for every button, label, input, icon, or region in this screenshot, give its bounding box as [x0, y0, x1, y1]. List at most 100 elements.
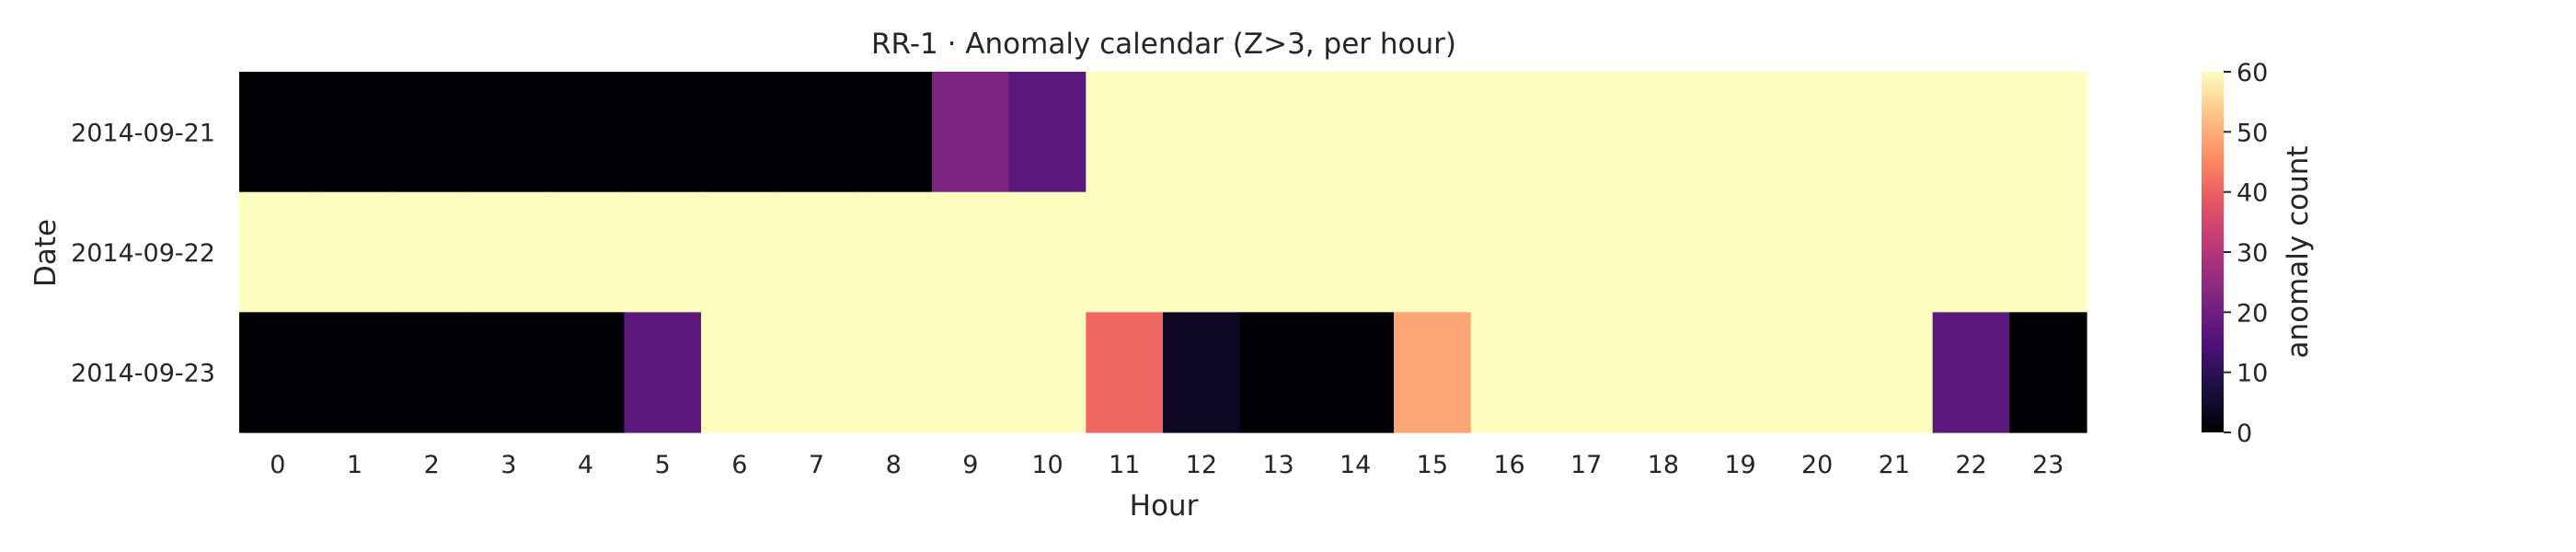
x-tick-label: 1: [347, 451, 362, 479]
heatmap-cell: [855, 72, 933, 193]
heatmap-cell: [316, 72, 394, 193]
y-axis-label: Date: [29, 219, 63, 287]
x-axis-label: Hour: [1130, 489, 1199, 523]
heatmap-cell: [1625, 191, 1703, 313]
heatmap-cell: [1856, 191, 1934, 313]
heatmap-cell: [932, 72, 1010, 193]
x-tick-label: 23: [2032, 451, 2064, 479]
x-tick-labels: 0 1 2 3 4 5 6 7 8 9 10 11 12 13 14 15 16 17 18 19 20 21 22 23: [270, 451, 2064, 479]
colorbar-tick-label: 60: [2237, 59, 2268, 87]
colorbar-tick-label: 50: [2237, 119, 2268, 147]
x-tick-label: 7: [809, 451, 824, 479]
heatmap-cell: [1317, 72, 1395, 193]
heatmap-cell: [546, 72, 625, 193]
x-tick-label: 19: [1724, 451, 1755, 479]
heatmap-cell: [470, 72, 548, 193]
heatmap-cell: [624, 191, 702, 313]
heatmap-cell: [1625, 72, 1703, 193]
heatmap-cell: [932, 191, 1010, 313]
x-tick-label: 16: [1493, 451, 1524, 479]
heatmap-cell: [1008, 72, 1087, 193]
heatmap-cell: [1317, 312, 1395, 433]
colorbar-tick-label: 20: [2237, 299, 2268, 328]
heatmap-cell: [1239, 312, 1317, 433]
heatmap-cell: [855, 191, 933, 313]
heatmap-cell: [316, 312, 394, 433]
colorbar-label: anomaly count: [2282, 145, 2315, 358]
heatmap-cell: [393, 191, 471, 313]
x-tick-label: 9: [962, 451, 978, 479]
heatmap-cell: [1701, 312, 1779, 433]
heatmap-cell: [1778, 72, 1857, 193]
heatmap-cell: [239, 72, 317, 193]
x-tick-label: 3: [500, 451, 516, 479]
heatmap-cell: [701, 72, 779, 193]
heatmap-cell: [2009, 72, 2087, 193]
heatmap-cell: [777, 72, 856, 193]
heatmap-cell: [393, 312, 471, 433]
heatmap-cell: [1547, 312, 1626, 433]
heatmap-cell: [624, 312, 702, 433]
heatmap-cell: [546, 312, 625, 433]
x-tick-label: 13: [1262, 451, 1294, 479]
heatmap-cell: [1239, 191, 1317, 313]
colorbar-tick-label: 10: [2237, 360, 2268, 388]
heatmap-cells: [239, 72, 2087, 433]
heatmap-cell: [1470, 72, 1548, 193]
y-tick-label: 2014-09-21: [71, 119, 215, 147]
heatmap-cell: [855, 312, 933, 433]
x-tick-label: 2: [424, 451, 440, 479]
heatmap-cell: [777, 312, 856, 433]
heatmap-cell: [701, 312, 779, 433]
heatmap-cell: [624, 72, 702, 193]
x-tick-label: 18: [1648, 451, 1679, 479]
heatmap-cell: [1470, 312, 1548, 433]
heatmap-cell: [1163, 312, 1241, 433]
heatmap-cell: [1394, 312, 1472, 433]
x-tick-label: 22: [1955, 451, 1986, 479]
heatmap-cell: [1778, 191, 1857, 313]
heatmap-cell: [1086, 191, 1164, 313]
x-tick-label: 11: [1109, 451, 1140, 479]
heatmap-cell: [1932, 312, 2010, 433]
heatmap-cell: [1856, 312, 1934, 433]
heatmap-cell: [470, 312, 548, 433]
y-tick-label: 2014-09-22: [71, 239, 215, 268]
heatmap-cell: [1163, 72, 1241, 193]
heatmap-cell: [2009, 191, 2087, 313]
y-tick-labels: 2014-09-21 2014-09-22 2014-09-23: [71, 119, 215, 387]
heatmap-cell: [1086, 72, 1164, 193]
y-tick-label: 2014-09-23: [71, 360, 215, 388]
x-tick-label: 15: [1417, 451, 1448, 479]
heatmap-cell: [1701, 72, 1779, 193]
heatmap-cell: [932, 312, 1010, 433]
chart-title: RR-1 · Anomaly calendar (Z>3, per hour): [871, 28, 1456, 61]
heatmap-cell: [1317, 191, 1395, 313]
heatmap-cell: [777, 191, 856, 313]
x-tick-label: 5: [655, 451, 671, 479]
heatmap-cell: [470, 191, 548, 313]
x-tick-label: 0: [270, 451, 285, 479]
heatmap-cell: [1008, 191, 1087, 313]
x-tick-label: 20: [1801, 451, 1833, 479]
colorbar-tick-label: 40: [2237, 179, 2268, 208]
heatmap-cell: [239, 312, 317, 433]
x-tick-label: 6: [731, 451, 747, 479]
colorbar-ticks: 0 10 20 30 40 50 60: [2224, 59, 2268, 448]
heatmap-cell: [239, 191, 317, 313]
heatmap-cell: [316, 191, 394, 313]
heatmap-cell: [1470, 191, 1548, 313]
heatmap-cell: [1547, 72, 1626, 193]
colorbar: [2202, 72, 2224, 432]
heatmap-cell: [1701, 191, 1779, 313]
heatmap-cell: [1625, 312, 1703, 433]
heatmap-cell: [1856, 72, 1934, 193]
heatmap-cell: [1778, 312, 1857, 433]
heatmap-cell: [546, 191, 625, 313]
heatmap-cell: [1547, 191, 1626, 313]
heatmap-cell: [393, 72, 471, 193]
x-tick-label: 4: [578, 451, 593, 479]
heatmap-cell: [2009, 312, 2087, 433]
heatmap-cell: [1086, 312, 1164, 433]
